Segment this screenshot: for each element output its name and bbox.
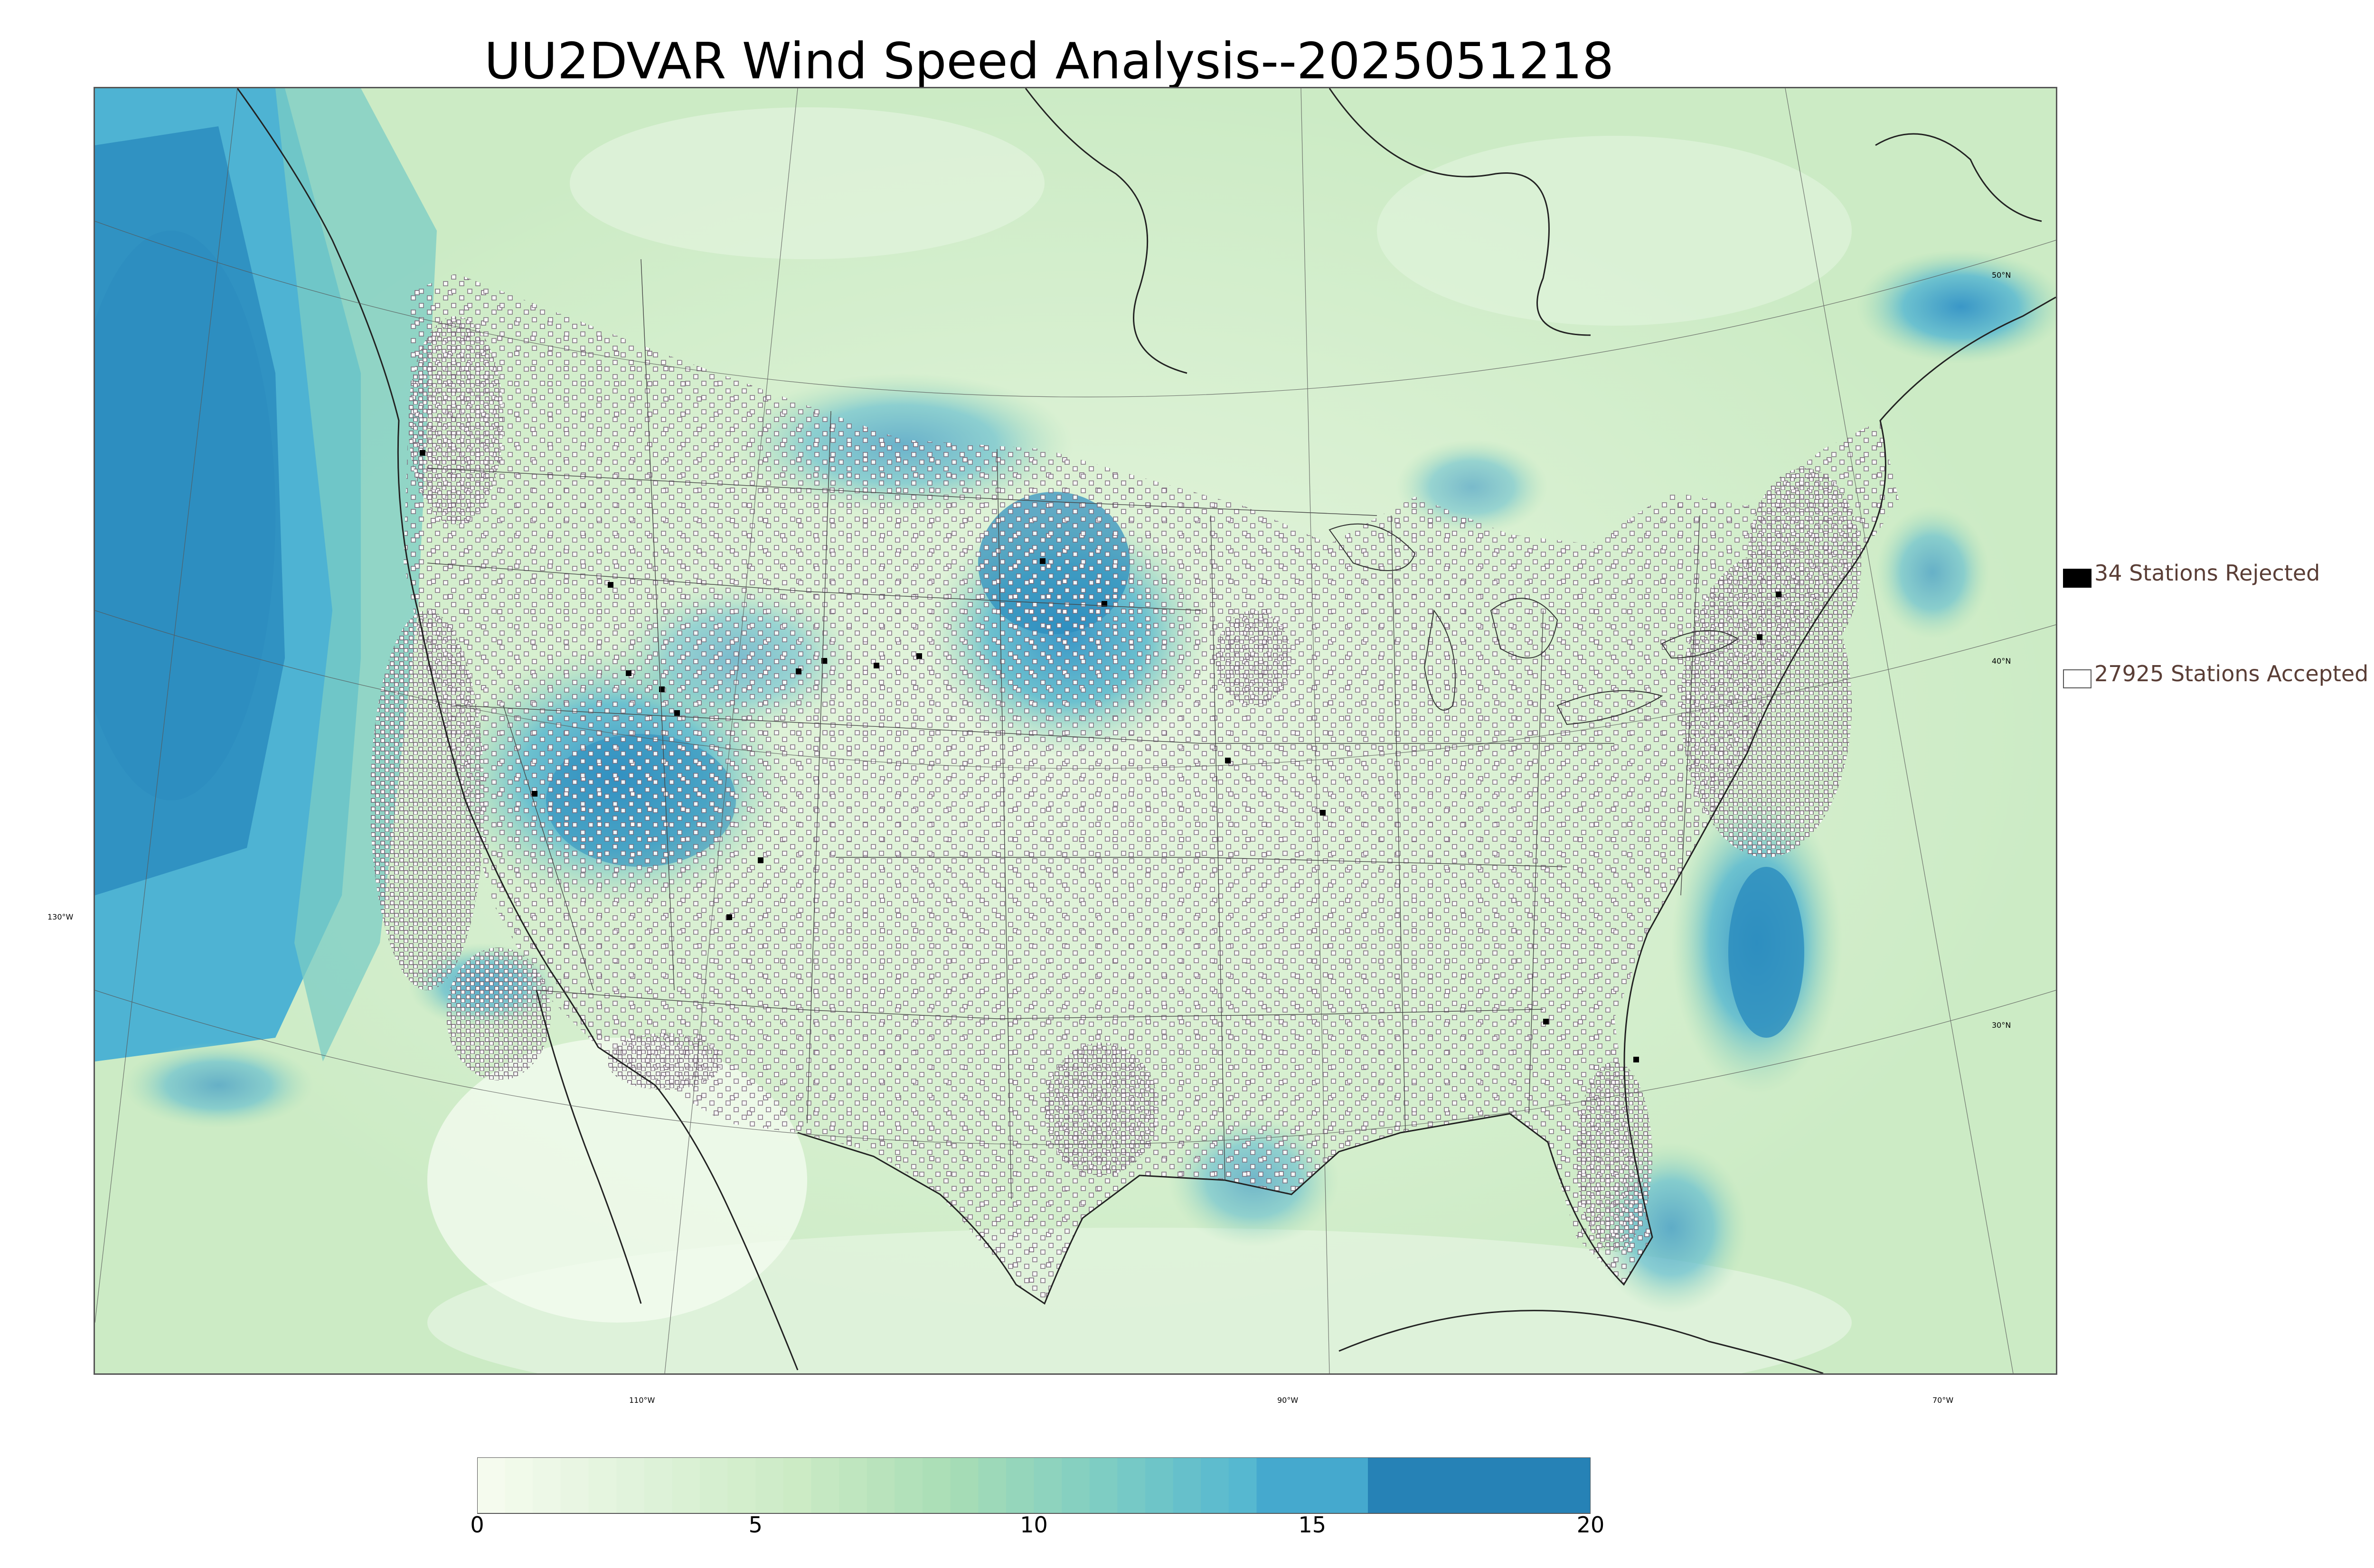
colorbar-tick-label: 5: [748, 1512, 763, 1538]
colorbar-tick-label: 15: [1298, 1512, 1327, 1538]
great-lakes: [1328, 523, 1739, 725]
lon-label-90w: 90°W: [1277, 1396, 1299, 1405]
colorbar-segment: [755, 1457, 784, 1513]
colorbar-segment: [867, 1457, 895, 1513]
colorbar-segment: [923, 1457, 951, 1513]
colorbar-segment: [644, 1457, 672, 1513]
coastline: [236, 88, 2056, 1373]
colorbar-segment: [1228, 1457, 1257, 1513]
colorbar-segment: [616, 1457, 645, 1513]
colorbar-segment: [978, 1457, 1007, 1513]
graticule: [95, 88, 2056, 1373]
lat-label-50n: 50°N: [1992, 271, 2011, 280]
colorbar-segment: [1368, 1457, 1591, 1513]
map-title: UU2DVAR Wind Speed Analysis--2025051218: [484, 32, 1614, 90]
rejected-stations: [420, 450, 1781, 1062]
lon-label-110w: 110°W: [629, 1396, 655, 1405]
colorbar-segment: [783, 1457, 811, 1513]
colorbar-segment: [533, 1457, 561, 1513]
colorbar-segment: [1256, 1457, 1368, 1513]
colorbar-segment: [1117, 1457, 1146, 1513]
wind-speed-map: [95, 88, 2056, 1373]
colorbar-segment: [1145, 1457, 1174, 1513]
colorbar-segment: [839, 1457, 867, 1513]
colorbar-segment: [560, 1457, 589, 1513]
colorbar-segment: [1062, 1457, 1090, 1513]
colorbar-segment: [588, 1457, 617, 1513]
colorbar-segment: [700, 1457, 728, 1513]
colorbar-segment: [1201, 1457, 1229, 1513]
dense-station-clusters: [370, 316, 1861, 1251]
colorbar-segment: [1034, 1457, 1062, 1513]
colorbar-segment: [895, 1457, 923, 1513]
colorbar-tick-label: 10: [1020, 1512, 1048, 1538]
colorbar-tick-label: 0: [470, 1512, 484, 1538]
colorbar-segment: [477, 1457, 506, 1513]
lon-label-130w: 130°W: [47, 912, 74, 921]
colorbar-svg: [477, 1457, 1591, 1514]
colorbar-segment: [811, 1457, 839, 1513]
colorbar-segment: [1173, 1457, 1201, 1513]
colorbar-segment: [672, 1457, 700, 1513]
accepted-swatch: [2063, 669, 2091, 688]
colorbar-segment: [1006, 1457, 1034, 1513]
lon-label-70w: 70°W: [1932, 1396, 1954, 1405]
rejected-swatch: [2063, 569, 2091, 588]
accepted-label: 27925 Stations Accepted: [2094, 661, 2369, 686]
colorbar-segment: [505, 1457, 533, 1513]
colorbar-segment: [950, 1457, 979, 1513]
lat-label-40n: 40°N: [1992, 657, 2011, 666]
state-borders: [427, 259, 1700, 1200]
rejected-label: 34 Stations Rejected: [2094, 560, 2320, 586]
colorbar-tick-label: 20: [1576, 1512, 1605, 1538]
map-panel: [94, 87, 2057, 1375]
colorbar-segment: [1089, 1457, 1118, 1513]
lat-label-30n: 30°N: [1992, 1021, 2011, 1030]
colorbar-segment: [727, 1457, 756, 1513]
